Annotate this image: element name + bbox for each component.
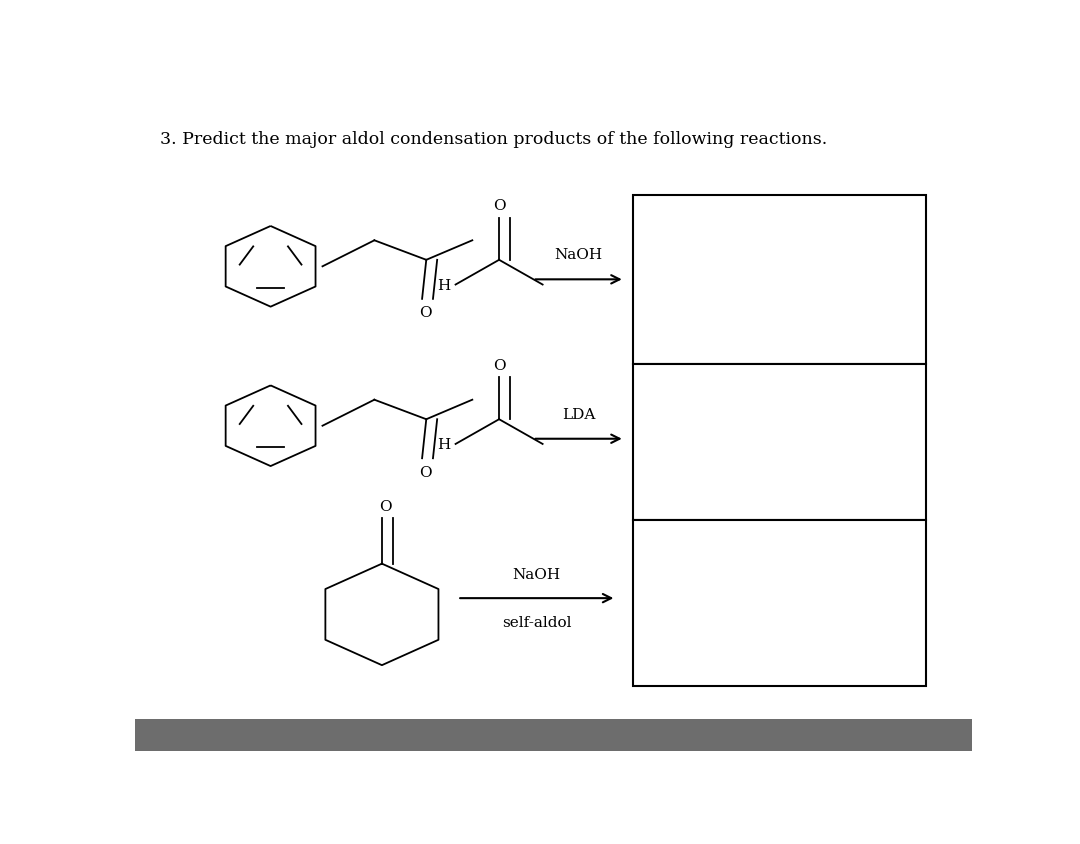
Text: O: O [419,306,432,320]
Bar [633,196,926,365]
Text: NaOH: NaOH [554,248,603,262]
Text: self-aldol: self-aldol [502,615,571,630]
Text: O: O [492,199,505,213]
Text: H: H [437,279,450,292]
Text: O: O [379,500,392,513]
Bar [633,365,926,521]
Text: NaOH: NaOH [513,567,561,582]
Bar [135,719,972,751]
Text: O: O [419,465,432,479]
Text: O: O [492,359,505,372]
Bar [633,521,926,686]
Text: 3. Predict the major aldol condensation products of the following reactions.: 3. Predict the major aldol condensation … [160,131,827,148]
Text: LDA: LDA [562,407,595,421]
Text: H: H [437,437,450,452]
